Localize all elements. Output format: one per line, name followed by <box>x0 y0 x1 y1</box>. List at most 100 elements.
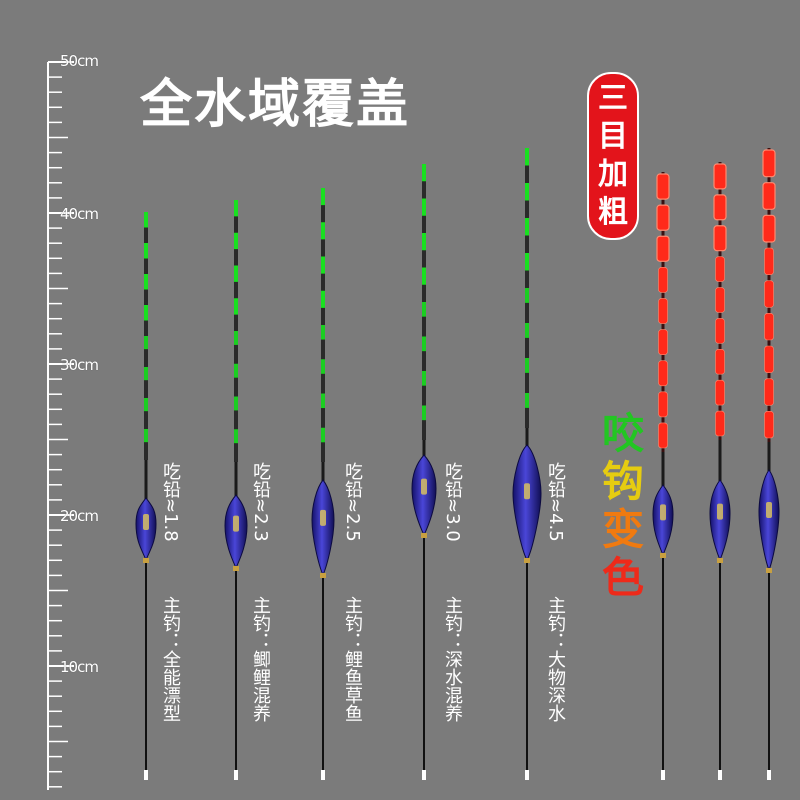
tip-segment <box>321 256 325 274</box>
tip-segment <box>234 232 238 250</box>
body-gold-ring <box>717 558 723 563</box>
tip-segment <box>715 318 725 344</box>
tip-segment <box>422 336 426 352</box>
ruler-ticks <box>48 61 74 788</box>
tip-segment <box>525 323 529 338</box>
float-5-use: 主钓：大物深水 <box>545 596 566 722</box>
body-logo-mark <box>766 502 772 518</box>
tip-segment <box>715 349 725 375</box>
tip-segment <box>144 212 148 228</box>
bite-char: 色 <box>601 553 644 602</box>
body-gold-ring <box>320 573 326 578</box>
tip-segment <box>234 265 238 282</box>
tip-segment <box>764 411 774 439</box>
tip-segment <box>144 367 148 381</box>
bite-char: 变 <box>601 505 644 554</box>
tip-segment <box>658 391 668 418</box>
stem-end-cap <box>718 770 722 780</box>
tip-segment <box>762 214 776 243</box>
green-float-1 <box>135 212 157 780</box>
tip-segment <box>658 329 668 355</box>
tip-segment <box>234 396 238 411</box>
tip-segment <box>144 336 148 350</box>
float-3-use: 主钓：鲤鱼草鱼 <box>342 596 363 722</box>
tip-segment <box>715 410 725 437</box>
bite-char: 钩 <box>601 457 644 506</box>
ruler-label-40: 40cm <box>60 205 99 223</box>
float-body <box>709 479 731 562</box>
stem-end-cap <box>767 770 771 780</box>
float-5-weight: 吃铅≈4.5 <box>545 462 566 542</box>
thick-tip-badge: 三 目 加 粗 <box>587 72 639 240</box>
float-1-use: 主钓：全能漂型 <box>160 596 181 722</box>
float-4-weight: 吃铅≈3.0 <box>442 462 463 542</box>
badge-char: 三 <box>598 81 628 116</box>
tip-segment <box>762 182 776 210</box>
tip-segment <box>234 200 238 217</box>
body-gold-ring <box>143 558 149 563</box>
tip-segment <box>422 233 426 251</box>
ruler-label-50: 50cm <box>60 52 99 70</box>
headline-title: 全水域覆盖 <box>140 75 411 135</box>
tip-segment <box>144 243 148 259</box>
tip-segment <box>321 427 325 443</box>
red-float-2 <box>709 162 731 780</box>
stem-end-cap <box>422 770 426 780</box>
tip-segment <box>321 290 325 308</box>
tip-segment <box>422 267 426 285</box>
green-float-2 <box>224 200 248 780</box>
tip-segment <box>422 371 426 386</box>
tip-segment <box>656 173 670 200</box>
tip-segment <box>422 302 426 317</box>
tip-segment <box>144 429 148 443</box>
ruler-label-10: 10cm <box>60 658 99 676</box>
tip-segment <box>656 235 670 262</box>
body-gold-ring <box>524 558 530 563</box>
tip-segment <box>715 256 725 282</box>
float-2-weight: 吃铅≈2.3 <box>250 462 271 542</box>
tip-segment <box>422 405 426 421</box>
tip-segment <box>525 393 529 408</box>
stem-end-cap <box>525 770 529 780</box>
body-gold-ring <box>660 553 666 558</box>
tip-segment <box>422 164 426 182</box>
red-float-3 <box>758 148 780 780</box>
badge-char: 粗 <box>598 195 628 230</box>
tip-segment <box>525 218 529 236</box>
tip-segment <box>762 149 776 178</box>
body-gold-ring <box>766 568 772 573</box>
tip-segment <box>321 393 325 409</box>
tip-segment <box>321 359 325 374</box>
red-float-1 <box>652 172 674 780</box>
float-4-use: 主钓：深水混养 <box>442 596 463 722</box>
body-logo-mark <box>717 503 723 520</box>
tip-segment <box>715 287 725 313</box>
tip-segment <box>764 247 774 275</box>
tip-segment <box>713 194 727 221</box>
tip-segment <box>144 305 148 321</box>
stem-end-cap <box>234 770 238 780</box>
tip-segment <box>321 325 325 340</box>
tip-segment <box>321 188 325 206</box>
green-float-4 <box>411 164 437 780</box>
body-logo-mark <box>524 483 530 500</box>
tip-segment <box>525 288 529 303</box>
tip-segment <box>144 274 148 290</box>
float-1-weight: 吃铅≈1.8 <box>160 462 181 542</box>
ruler-label-20: 20cm <box>60 507 99 525</box>
tip-segment <box>234 331 238 345</box>
tip-segment <box>422 198 426 216</box>
bite-char: 咬 <box>601 409 644 458</box>
tip-segment <box>715 379 725 406</box>
tip-segment <box>764 345 774 373</box>
float-3-weight: 吃铅≈2.5 <box>342 462 363 542</box>
body-logo-mark <box>660 504 666 521</box>
tip-segment <box>658 422 668 449</box>
stem-end-cap <box>144 770 148 780</box>
body-gold-ring <box>421 533 427 538</box>
body-logo-mark <box>143 514 149 531</box>
float-body <box>411 454 437 537</box>
tip-segment <box>144 398 148 412</box>
green-float-5 <box>512 148 542 780</box>
